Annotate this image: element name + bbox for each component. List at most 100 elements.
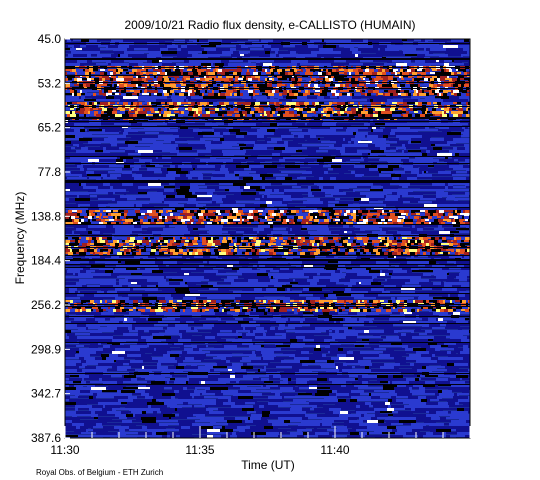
spectrogram-cell <box>397 192 408 195</box>
spectrogram-cell <box>348 168 355 170</box>
spectrogram-cell <box>265 207 277 210</box>
spectrogram-cell <box>164 138 175 141</box>
spectrogram-cell <box>352 93 354 96</box>
spectrogram-cell <box>265 177 276 179</box>
spectrogram-cell <box>206 72 208 75</box>
spectrogram-cell <box>125 219 129 222</box>
spectrogram-cell <box>164 111 169 114</box>
spectrogram-cell <box>201 72 206 75</box>
spectrogram-cell <box>331 90 336 93</box>
spectrogram-cell <box>449 96 459 99</box>
spectrogram-cell <box>116 69 118 72</box>
spectrogram-cell <box>442 147 453 149</box>
spectrogram-cell <box>175 93 179 95</box>
spectrogram-cell <box>115 243 119 246</box>
spectrogram-cell <box>316 78 319 80</box>
spectrogram-cell <box>243 189 256 191</box>
spectrogram-cell <box>86 75 89 78</box>
spectrogram-cell <box>297 177 306 179</box>
spectrogram-cell <box>164 93 169 96</box>
spectrogram-cell <box>147 192 156 195</box>
spectrogram-cell <box>119 78 124 81</box>
spectrogram-cell <box>205 183 219 185</box>
spectrogram-cell <box>65 63 80 66</box>
spectrogram-cell <box>117 111 120 113</box>
spectrogram-cell <box>141 69 146 71</box>
spectrogram-cell <box>256 240 259 243</box>
spectrogram-cell <box>392 111 395 114</box>
spectrogram-cell <box>446 111 449 113</box>
spectrogram-cell <box>463 69 466 72</box>
spectrogram-cell <box>247 111 250 114</box>
spectrogram-cell <box>169 132 173 134</box>
spectrogram-cell <box>87 78 91 81</box>
spectrogram-cell <box>223 237 226 240</box>
spectrogram-cell <box>392 219 397 222</box>
spectrogram-cell <box>322 123 336 126</box>
spectrogram-cell <box>420 213 425 216</box>
spectrogram-cell <box>271 138 282 141</box>
spectrogram-cell <box>253 93 255 96</box>
spectrogram-cell <box>465 237 470 240</box>
spectrogram-cell <box>425 114 430 117</box>
spectrogram-cell <box>194 90 196 92</box>
spectrogram-cell <box>187 216 192 219</box>
spectrogram-cell <box>368 144 375 147</box>
spectrogram-cell <box>74 219 79 222</box>
spectrogram-cell <box>346 159 350 161</box>
spectrogram-cell <box>197 39 199 42</box>
spectrogram-cell <box>100 51 109 53</box>
spectrogram-cell <box>236 132 247 135</box>
spectrogram-cell <box>294 75 297 78</box>
spectrogram-cell <box>379 90 382 93</box>
spectrogram-cell <box>195 102 197 104</box>
spectrogram-cell <box>65 210 68 212</box>
spectrogram-cell <box>70 189 82 191</box>
spectrogram-cell <box>436 189 444 192</box>
spectrogram-cell <box>452 78 457 81</box>
spectrogram-cell <box>298 237 301 239</box>
spectrogram-cell <box>277 69 282 72</box>
spectrogram-cell <box>368 216 372 218</box>
spectrogram-cell <box>112 132 119 134</box>
spectrogram-cell <box>78 108 80 110</box>
spectrogram-cell <box>251 102 255 105</box>
spectrogram-cell <box>133 78 138 81</box>
spectrogram-cell <box>369 96 381 99</box>
spectrogram-cell <box>222 39 237 42</box>
spectrogram-cell <box>169 183 175 185</box>
spectrogram-cell <box>360 192 374 195</box>
spectrogram-cell <box>387 237 389 240</box>
spectrogram-cell <box>402 111 406 113</box>
spectrogram-cell <box>392 84 397 87</box>
spectrogram-cell <box>65 216 69 219</box>
spectrogram-cell <box>453 210 455 213</box>
spectrogram-cell <box>87 90 92 92</box>
spectrogram-cell <box>444 216 449 219</box>
spectrogram-cell <box>365 186 371 188</box>
spectrogram-cell <box>382 90 384 92</box>
spectrogram-cell <box>449 222 452 224</box>
spectrogram-cell <box>273 225 288 227</box>
spectrogram-cell <box>206 204 220 206</box>
spectrogram-cell <box>161 108 163 111</box>
spectrogram-cell <box>382 228 388 231</box>
spectrogram-cell <box>213 102 216 105</box>
spectrogram-cell <box>138 123 142 126</box>
spectrogram-cell <box>376 93 378 96</box>
spectrogram-cell <box>416 90 418 93</box>
spectrogram-cell <box>462 126 465 129</box>
spectrogram-cell <box>371 75 376 78</box>
spectrogram-cell <box>138 99 145 101</box>
spectrogram-cell <box>420 96 425 98</box>
spectrogram-cell <box>294 216 298 219</box>
spectrogram-cell <box>89 114 94 116</box>
spectrogram-cell <box>311 165 320 168</box>
spectrogram-cell <box>461 93 464 96</box>
spectrogram-cell <box>93 69 98 71</box>
spectrogram-cell <box>314 159 317 161</box>
spectrogram-cell <box>224 222 227 224</box>
spectrogram-cell <box>315 102 319 105</box>
spectrogram-cell <box>310 90 315 92</box>
spectrogram-cell <box>164 186 175 188</box>
